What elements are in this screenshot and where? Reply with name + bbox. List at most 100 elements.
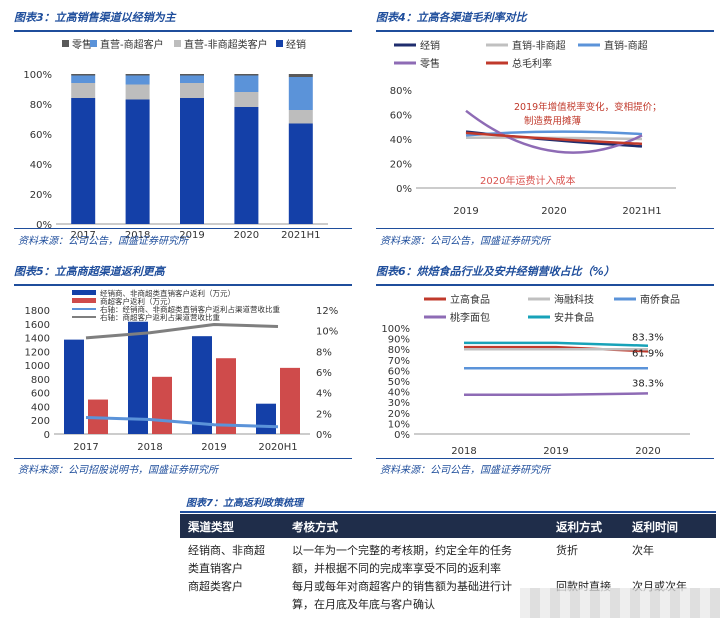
series-line: [85, 415, 279, 429]
x-tick-label: 2020: [541, 206, 566, 217]
x-tick-label: 2020: [234, 230, 259, 238]
legend-label: 右轴：商超客户返利占渠道营收比重: [100, 312, 220, 322]
table-title-rule: [180, 511, 716, 513]
y-tick-label: 80%: [390, 86, 412, 97]
y-tick-label: 60%: [388, 366, 410, 377]
legend-label: 直销-商超: [604, 39, 648, 52]
y2-tick-label: 6%: [316, 368, 332, 379]
y-tick-label: 1800: [25, 306, 50, 317]
series-line: [465, 109, 643, 154]
y2-tick-label: 8%: [316, 347, 332, 358]
y-tick-label: 1000: [25, 361, 50, 372]
bar-segment: [71, 74, 96, 76]
bar: [64, 339, 84, 434]
bar-segment: [71, 83, 96, 98]
legend-label: 总毛利率: [512, 57, 552, 70]
figure-5-source: 资料来源：公司招股说明书，国盛证券研究所: [18, 465, 218, 476]
table-title: 图表7：立高返利政策梳理: [186, 498, 303, 509]
y-tick-label: 80%: [388, 345, 410, 356]
figure-3-title: 图表3：立高销售渠道以经销为主: [14, 8, 352, 32]
legend-label: 右轴：经销商、非商超类直销客户返利占渠道营收比重: [100, 304, 280, 314]
y-tick-label: 90%: [388, 335, 410, 346]
cell-way: 货折: [556, 544, 578, 557]
annotation-red-1: 2019年增值税率变化，变相提价；: [514, 101, 662, 113]
x-tick-label: 2020: [635, 446, 660, 457]
y-tick-label: 80%: [30, 100, 52, 111]
y-tick-label: 1400: [25, 334, 50, 345]
bar-segment: [125, 99, 150, 224]
legend-label: 海融科技: [554, 293, 594, 306]
cell-method: 每月或每年对商超客户的销售额为基础进行计 算，在月底及年底与客户确认: [292, 580, 512, 611]
bar-segment: [125, 75, 150, 85]
series-line: [85, 322, 279, 340]
legend-label: 南侨食品: [640, 293, 680, 306]
x-tick-label: 2017: [70, 230, 95, 238]
cell-type: 商超类客户: [188, 580, 243, 593]
legend-label: 直销-非商超: [512, 39, 566, 52]
x-tick-label: 2019: [543, 446, 568, 457]
figure-3-source: 资料来源：公司公告，国盛证券研究所: [18, 236, 188, 247]
y-tick-label: 30%: [388, 398, 410, 409]
annotation-red-2: 制造费用摊薄: [524, 115, 582, 127]
y2-tick-label: 0%: [316, 430, 332, 441]
series-line: [464, 341, 649, 347]
header-assessment: 考核方式: [292, 520, 338, 534]
y-tick-label: 200: [31, 416, 50, 427]
y-tick-label: 50%: [388, 377, 410, 388]
y-tick-label: 60%: [390, 111, 412, 122]
table-row: 经销商、非商超 类直销客户 以一年为一个完整的考核期，约定全年的任务 额，并根据…: [180, 542, 716, 580]
header-rebate-method: 返利方式: [556, 520, 602, 534]
y-tick-label: 0%: [36, 220, 52, 231]
y-tick-label: 40%: [388, 388, 410, 399]
y-tick-label: 600: [31, 389, 50, 400]
data-label: 38.3%: [632, 378, 664, 389]
bar: [152, 376, 172, 434]
table-row: 商超类客户 每月或每年对商超客户的销售额为基础进行计 算，在月底及年底与客户确认…: [180, 578, 716, 618]
x-tick-label: 2019: [201, 442, 226, 453]
x-tick-label: 2019: [453, 206, 478, 217]
y2-tick-label: 12%: [316, 306, 338, 317]
legend-swatch: [90, 40, 97, 47]
x-tick-label: 2018: [137, 442, 162, 453]
y-tick-label: 0: [44, 430, 50, 441]
annotation-pink: 2020年运费计入成本: [480, 174, 575, 187]
x-tick-label: 2018: [451, 446, 476, 457]
data-label: 61.9%: [632, 349, 664, 360]
bar-segment: [288, 77, 313, 110]
series-line: [464, 392, 649, 397]
y-tick-label: 1600: [25, 320, 50, 331]
y-tick-label: 100%: [381, 324, 410, 335]
legend-label: 经销商、非商超类直销客户返利（万元）: [100, 288, 235, 298]
y-tick-label: 20%: [388, 409, 410, 420]
figure-4-title: 图表4：立高各渠道毛利率对比: [376, 8, 714, 32]
x-tick-label: 2017: [73, 442, 98, 453]
y2-tick-label: 2%: [316, 409, 332, 420]
legend-label: 立高食品: [450, 293, 490, 306]
bar: [128, 321, 148, 434]
y-tick-label: 70%: [388, 356, 410, 367]
bar-segment: [288, 110, 313, 124]
legend-label: 桃李面包: [450, 311, 490, 324]
legend-label: 零售: [72, 38, 92, 51]
bar: [192, 336, 212, 434]
y-tick-label: 100%: [23, 70, 52, 81]
legend-label: 直营-非商超类客户: [184, 38, 268, 51]
y-tick-label: 40%: [30, 160, 52, 171]
figure-4-source: 资料来源：公司公告，国盛证券研究所: [380, 236, 550, 247]
bar-segment: [234, 75, 259, 92]
legend-label: 商超客户返利（万元）: [100, 296, 175, 306]
watermark-blur: [520, 588, 720, 618]
figure-5-title: 图表5：立高商超渠道返利更高: [14, 262, 352, 286]
bar-segment: [234, 74, 259, 76]
x-tick-label: 2020H1: [258, 442, 297, 453]
figure-3-chart: 零售 直营-商超客户 直营-非商超类客户 经销 0% 20% 40% 60% 80% 100% 20…: [23, 38, 328, 238]
legend-label: 直营-商超客户: [100, 38, 164, 51]
legend-label: 零售: [420, 57, 440, 70]
data-label: 83.3%: [632, 333, 664, 344]
legend-swatch: [174, 40, 181, 47]
table-header: 渠道类型 考核方式 返利方式 返利时间: [180, 514, 716, 538]
y-tick-label: 20%: [30, 190, 52, 201]
bar: [256, 403, 276, 434]
